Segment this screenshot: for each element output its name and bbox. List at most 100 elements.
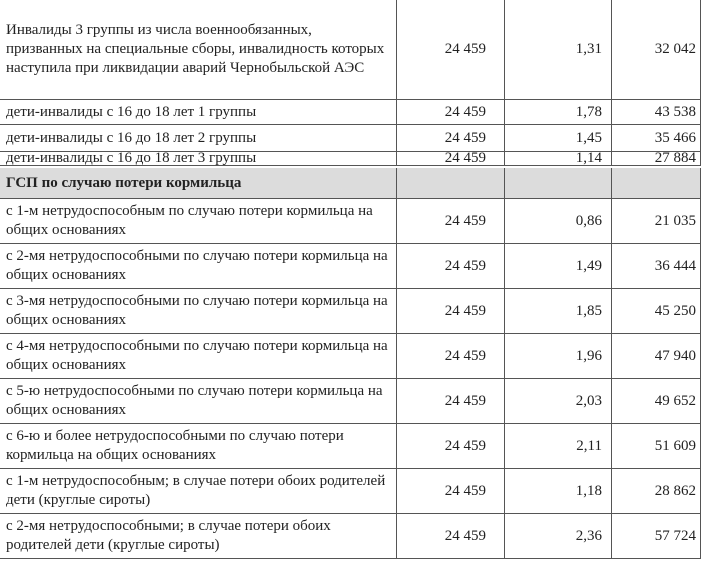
label-cell: с 6-ю и более нетрудоспособными по случа… bbox=[0, 424, 397, 468]
cell-text: 57 724 bbox=[654, 527, 696, 544]
cell-text: с 2-мя нетрудоспособными; в случае потер… bbox=[6, 518, 331, 553]
cell-text: 24 459 bbox=[444, 302, 486, 319]
cell-text: 49 652 bbox=[654, 392, 696, 409]
cell-text: 1,96 bbox=[575, 347, 602, 364]
cell-text: 35 466 bbox=[654, 129, 696, 146]
value-cell: 1,85 bbox=[505, 289, 612, 333]
cell-text: 24 459 bbox=[444, 129, 486, 146]
value-cell: 1,96 bbox=[505, 334, 612, 378]
cell-text: 1,45 bbox=[575, 129, 602, 146]
table-row: дети-инвалиды с 16 до 18 лет 1 группы 24 … bbox=[0, 100, 701, 125]
cell-text: 24 459 bbox=[444, 392, 486, 409]
cell-text: 2,11 bbox=[576, 437, 602, 454]
value-cell: 24 459 bbox=[397, 334, 505, 378]
cell-text: 24 459 bbox=[444, 103, 486, 120]
value-cell: 1,14 bbox=[505, 152, 612, 165]
empty-cell bbox=[505, 168, 612, 198]
value-cell: 1,31 bbox=[505, 0, 612, 99]
cell-text: 27 884 bbox=[654, 152, 696, 166]
value-cell: 24 459 bbox=[397, 152, 505, 165]
cell-text: дети-инвалиды с 16 до 18 лет 2 группы bbox=[6, 129, 257, 146]
label-cell: с 2-мя нетрудоспособными; в случае потер… bbox=[0, 514, 397, 558]
cell-text: с 5-ю нетрудоспособными по случаю потери… bbox=[6, 383, 383, 418]
table-row: дети-инвалиды с 16 до 18 лет 3 группы 24 … bbox=[0, 152, 701, 166]
cell-text: с 4-мя нетрудоспособными по случаю потер… bbox=[6, 338, 388, 373]
table-row: с 4-мя нетрудоспособными по случаю потер… bbox=[0, 334, 701, 379]
table-row: с 2-мя нетрудоспособными; в случае потер… bbox=[0, 514, 701, 559]
value-cell: 21 035 bbox=[612, 199, 701, 243]
value-cell: 24 459 bbox=[397, 379, 505, 423]
section-cell: ГСП по случаю потери кормильца bbox=[0, 168, 397, 198]
empty-cell bbox=[612, 168, 701, 198]
label-cell: с 3-мя нетрудоспособными по случаю потер… bbox=[0, 289, 397, 333]
empty-cell bbox=[397, 168, 505, 198]
cell-text: 0,86 bbox=[575, 212, 602, 229]
cell-text: с 1-м нетрудоспособным; в случае потери … bbox=[6, 473, 386, 508]
cell-text: 24 459 bbox=[444, 212, 486, 229]
value-cell: 28 862 bbox=[612, 469, 701, 513]
cell-text: 1,49 bbox=[575, 257, 602, 274]
label-cell: с 4-мя нетрудоспособными по случаю потер… bbox=[0, 334, 397, 378]
cell-text: 45 250 bbox=[654, 302, 696, 319]
value-cell: 36 444 bbox=[612, 244, 701, 288]
table-row: с 2-мя нетрудоспособными по случаю потер… bbox=[0, 244, 701, 289]
cell-text: 43 538 bbox=[654, 103, 696, 120]
cell-text: 1,31 bbox=[575, 41, 602, 57]
cell-text: 24 459 bbox=[444, 347, 486, 364]
value-cell: 2,11 bbox=[505, 424, 612, 468]
table-row: с 1-м нетрудоспособным; в случае потери … bbox=[0, 469, 701, 514]
value-cell: 27 884 bbox=[612, 152, 701, 165]
value-cell: 24 459 bbox=[397, 0, 505, 99]
label-cell: с 2-мя нетрудоспособными по случаю потер… bbox=[0, 244, 397, 288]
value-cell: 1,78 bbox=[505, 100, 612, 124]
label-cell: дети-инвалиды с 16 до 18 лет 1 группы bbox=[0, 100, 397, 124]
label-cell: дети-инвалиды с 16 до 18 лет 2 группы bbox=[0, 125, 397, 151]
cell-text: 1,14 bbox=[575, 152, 602, 166]
cell-text: дети-инвалиды с 16 до 18 лет 1 группы bbox=[6, 103, 257, 120]
value-cell: 57 724 bbox=[612, 514, 701, 558]
cell-text: 24 459 bbox=[444, 437, 486, 454]
cell-text: 24 459 bbox=[444, 41, 486, 57]
value-cell: 1,18 bbox=[505, 469, 612, 513]
table-row: Инвалиды 3 группы из числа военнообязанн… bbox=[0, 0, 701, 100]
label-cell: Инвалиды 3 группы из числа военнообязанн… bbox=[0, 0, 397, 99]
value-cell: 2,36 bbox=[505, 514, 612, 558]
table-row: с 3-мя нетрудоспособными по случаю потер… bbox=[0, 289, 701, 334]
cell-text: 24 459 bbox=[444, 257, 486, 274]
cell-text: с 6-ю и более нетрудоспособными по случа… bbox=[6, 428, 344, 463]
label-cell: с 5-ю нетрудоспособными по случаю потери… bbox=[0, 379, 397, 423]
cell-text: 21 035 bbox=[654, 212, 696, 229]
cell-text: с 1-м нетрудоспособным по случаю потери … bbox=[6, 203, 373, 238]
cell-text: с 3-мя нетрудоспособными по случаю потер… bbox=[6, 293, 388, 328]
value-cell: 47 940 bbox=[612, 334, 701, 378]
value-cell: 24 459 bbox=[397, 469, 505, 513]
cell-text: 1,78 bbox=[575, 103, 602, 120]
cell-text: 1,85 bbox=[575, 302, 602, 319]
cell-text: 2,36 bbox=[575, 527, 602, 544]
section-title: ГСП по случаю потери кормильца bbox=[6, 174, 242, 191]
value-cell: 32 042 bbox=[612, 0, 701, 99]
value-cell: 24 459 bbox=[397, 199, 505, 243]
value-cell: 49 652 bbox=[612, 379, 701, 423]
value-cell: 51 609 bbox=[612, 424, 701, 468]
value-cell: 24 459 bbox=[397, 424, 505, 468]
value-cell: 45 250 bbox=[612, 289, 701, 333]
cell-text: дети-инвалиды с 16 до 18 лет 3 группы bbox=[6, 152, 257, 166]
cell-text: 36 444 bbox=[654, 257, 696, 274]
label-cell: с 1-м нетрудоспособным; в случае потери … bbox=[0, 469, 397, 513]
cell-text: с 2-мя нетрудоспособными по случаю потер… bbox=[6, 248, 388, 283]
section-row: ГСП по случаю потери кормильца bbox=[0, 168, 701, 199]
label-cell: дети-инвалиды с 16 до 18 лет 3 группы bbox=[0, 152, 397, 165]
value-cell: 35 466 bbox=[612, 125, 701, 151]
value-cell: 24 459 bbox=[397, 244, 505, 288]
value-cell: 24 459 bbox=[397, 100, 505, 124]
table-row: дети-инвалиды с 16 до 18 лет 2 группы 24 … bbox=[0, 125, 701, 152]
value-cell: 24 459 bbox=[397, 514, 505, 558]
table-row: с 5-ю нетрудоспособными по случаю потери… bbox=[0, 379, 701, 424]
cell-text: 32 042 bbox=[654, 41, 696, 57]
cell-text: Инвалиды 3 группы из числа военнообязанн… bbox=[6, 22, 385, 76]
cell-text: 24 459 bbox=[444, 152, 486, 166]
table-row: с 1-м нетрудоспособным по случаю потери … bbox=[0, 199, 701, 244]
value-cell: 0,86 bbox=[505, 199, 612, 243]
